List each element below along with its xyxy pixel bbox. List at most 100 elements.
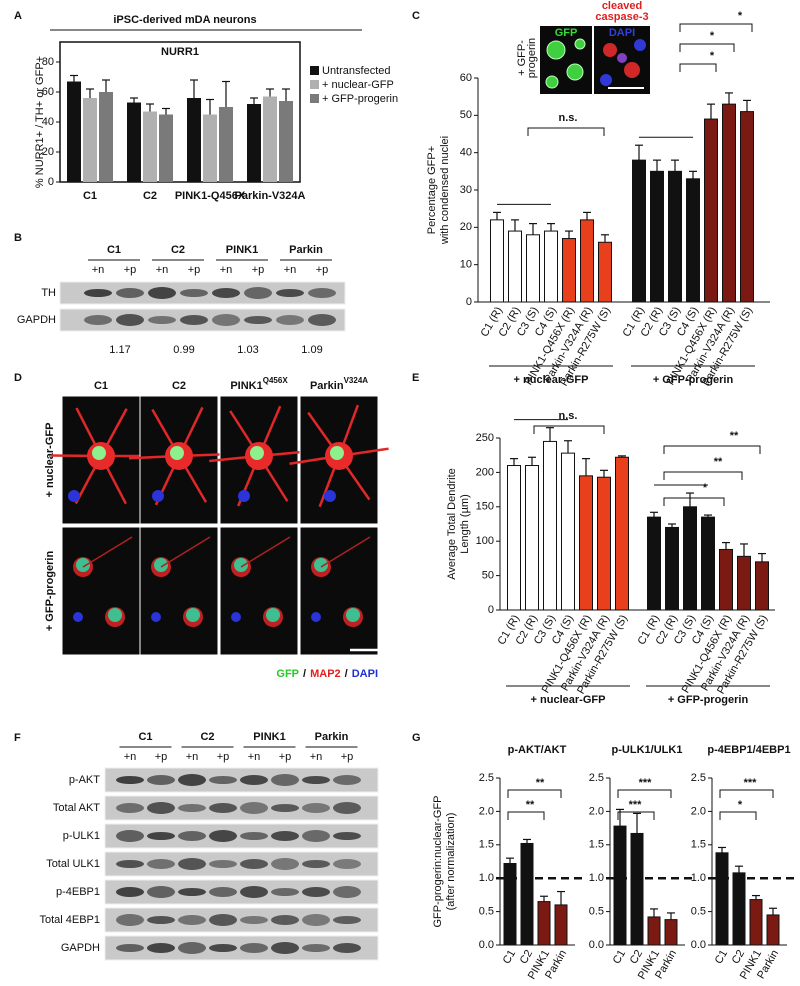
y-tick-label: 150	[476, 501, 494, 513]
blot-band	[116, 944, 144, 952]
x-tick-label: Parkin-V324A	[235, 190, 306, 202]
y-axis-label: (after normalization)	[445, 813, 457, 911]
blot-band	[209, 944, 237, 952]
blot-row-label: GAPDH	[17, 314, 56, 326]
nucleus	[250, 446, 264, 460]
x-tick-label: C2	[143, 190, 157, 202]
blot-row-label: p-AKT	[69, 774, 100, 786]
legend-swatch	[310, 80, 319, 89]
blot-lane-label: +p	[155, 751, 168, 763]
micrograph-cell	[634, 39, 646, 51]
blot-band	[240, 775, 268, 785]
blot-band	[84, 289, 112, 297]
blot-band	[116, 314, 144, 326]
blot-lane-label: +p	[279, 751, 292, 763]
significance-bracket	[533, 425, 605, 434]
bar	[537, 901, 551, 946]
micrograph-cell	[624, 62, 640, 78]
blot-lane-label: +n	[220, 264, 233, 276]
legend-label: Untransfected	[322, 65, 390, 77]
bar	[686, 178, 700, 303]
column-label-sup: Q456X	[263, 376, 289, 385]
channel-label: DAPI	[609, 27, 635, 39]
chart-header: iPSC-derived mDA neurons	[113, 14, 256, 26]
dapi	[68, 490, 80, 502]
blot-band	[302, 914, 330, 926]
blot-band	[116, 776, 144, 784]
blot-row-label: Total AKT	[53, 802, 100, 814]
y-tick-label: 250	[476, 432, 494, 444]
nucleus	[154, 558, 168, 572]
blot-group-label: PINK1	[253, 731, 285, 743]
y-tick-label: 2.0	[691, 805, 706, 817]
legend-label: + GFP-progerin	[322, 93, 398, 105]
blot-band	[271, 915, 299, 925]
bar	[520, 842, 534, 946]
blot-band	[148, 287, 176, 299]
blot-lane-label: +n	[124, 751, 137, 763]
channel-label: GFP	[555, 27, 578, 39]
y-tick-label: 2.0	[589, 805, 604, 817]
significance-bracket	[663, 445, 761, 454]
significance-label: **	[730, 430, 739, 442]
micrograph-cell	[566, 63, 584, 81]
bar	[630, 832, 644, 946]
x-tick-label: C1	[83, 190, 97, 202]
y-tick-label: 2.5	[479, 772, 494, 784]
blot-band	[240, 886, 268, 898]
significance-label: *	[703, 482, 708, 494]
significance-bracket	[663, 497, 725, 506]
bar	[525, 465, 539, 611]
y-axis-label: with condensed nuclei	[439, 136, 451, 245]
blot-band	[209, 887, 237, 897]
blot-band	[116, 803, 144, 813]
significance-label: ***	[629, 799, 643, 811]
blot-band	[116, 887, 144, 897]
micrograph	[299, 526, 379, 656]
blot-band	[302, 944, 330, 952]
bar	[503, 863, 517, 946]
y-tick-label: 30	[460, 184, 472, 196]
blot-band	[116, 860, 144, 868]
bar	[719, 548, 733, 611]
blot-band	[147, 943, 175, 953]
blot-band	[333, 943, 361, 953]
y-tick-label: 40	[42, 116, 54, 128]
micrograph-cell	[600, 74, 612, 86]
blot-band	[178, 804, 206, 812]
blot-lane-label: +n	[310, 751, 323, 763]
significance-bracket	[507, 811, 545, 820]
legend-label: + nuclear-GFP	[322, 79, 394, 91]
chart-title: p-ULK1/ULK1	[612, 744, 683, 756]
bar	[159, 114, 173, 182]
bar	[740, 111, 754, 303]
micrograph-cell	[546, 40, 566, 60]
blot-lane-label: +n	[186, 751, 199, 763]
bar	[737, 555, 751, 611]
bar	[715, 852, 729, 946]
significance-label: n.s.	[559, 112, 578, 124]
bar	[579, 475, 593, 611]
bar	[755, 561, 769, 611]
blot-row-label: p-4EBP1	[56, 886, 100, 898]
blot-band	[333, 886, 361, 898]
bar	[187, 98, 201, 182]
bar	[507, 465, 521, 611]
neurite	[160, 536, 211, 568]
blot-band	[147, 832, 175, 840]
significance-bracket	[719, 811, 757, 820]
y-tick-label: 200	[476, 466, 494, 478]
y-tick-label: 50	[482, 570, 494, 582]
neurite	[320, 536, 371, 568]
dapi	[324, 490, 336, 502]
dapi	[231, 612, 241, 622]
significance-bracket	[507, 789, 562, 798]
blot-lane-label: +n	[92, 264, 105, 276]
blot-band	[212, 288, 240, 298]
blot-group-label: Parkin	[315, 731, 349, 743]
blot-band	[148, 316, 176, 324]
bar	[613, 825, 627, 946]
y-tick-label: 1.5	[691, 839, 706, 851]
legend-item: GFP	[276, 668, 299, 680]
